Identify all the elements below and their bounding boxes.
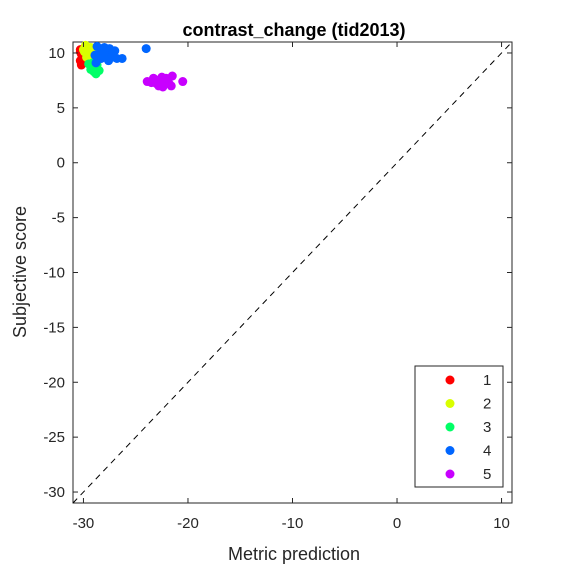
x-axis-label: Metric prediction [228, 544, 360, 564]
y-tick-label: -25 [43, 429, 65, 446]
legend-box [414, 365, 504, 488]
legend: 1 2 3 4 5 [414, 365, 504, 488]
data-point-series-4 [117, 53, 127, 63]
y-axis-ticks: 10 5 0 -5 -10 -15 -20 -25 -30 [43, 45, 512, 501]
legend-label-1: 1 [483, 372, 491, 389]
data-points [75, 40, 188, 92]
identity-reference-line [72, 41, 513, 504]
x-tick-label: -10 [282, 515, 304, 532]
data-point-series-4 [91, 58, 101, 68]
data-point-series-1 [76, 59, 86, 69]
legend-marker-2 [445, 399, 455, 408]
data-point-series-4 [141, 44, 151, 54]
y-tick-label: 10 [48, 45, 65, 62]
data-point-series-5 [146, 78, 156, 88]
legend-label-5: 5 [483, 466, 491, 483]
y-tick-label: -10 [43, 265, 65, 282]
data-point-series-4 [104, 56, 114, 66]
data-point-series-5 [166, 81, 176, 91]
data-point-series-5 [161, 73, 171, 83]
y-tick-label: -5 [52, 210, 65, 227]
x-tick-label: -30 [73, 515, 95, 532]
x-tick-label: 0 [393, 515, 401, 532]
data-point-series-5 [178, 77, 188, 87]
data-point-series-4 [99, 42, 109, 52]
chart-title: contrast_change (tid2013) [182, 20, 405, 40]
data-point-series-2 [81, 40, 91, 50]
y-tick-label: -15 [43, 319, 65, 336]
data-point-series-4 [110, 46, 120, 56]
y-tick-label: 0 [57, 155, 65, 172]
legend-marker-3 [445, 422, 455, 432]
y-tick-label: -30 [43, 484, 65, 501]
x-axis-ticks: -30 -20 -10 0 10 [73, 42, 510, 532]
x-tick-label: 10 [493, 515, 510, 532]
y-tick-label: 5 [57, 100, 65, 117]
legend-label-2: 2 [483, 396, 491, 413]
x-tick-label: -20 [177, 515, 199, 532]
legend-marker-4 [445, 446, 455, 455]
legend-marker-1 [445, 375, 455, 385]
legend-marker-5 [445, 469, 455, 479]
y-axis-label: Subjective score [10, 206, 30, 338]
y-tick-label: -20 [43, 374, 65, 391]
legend-label-4: 4 [483, 443, 491, 460]
legend-label-3: 3 [483, 419, 491, 436]
